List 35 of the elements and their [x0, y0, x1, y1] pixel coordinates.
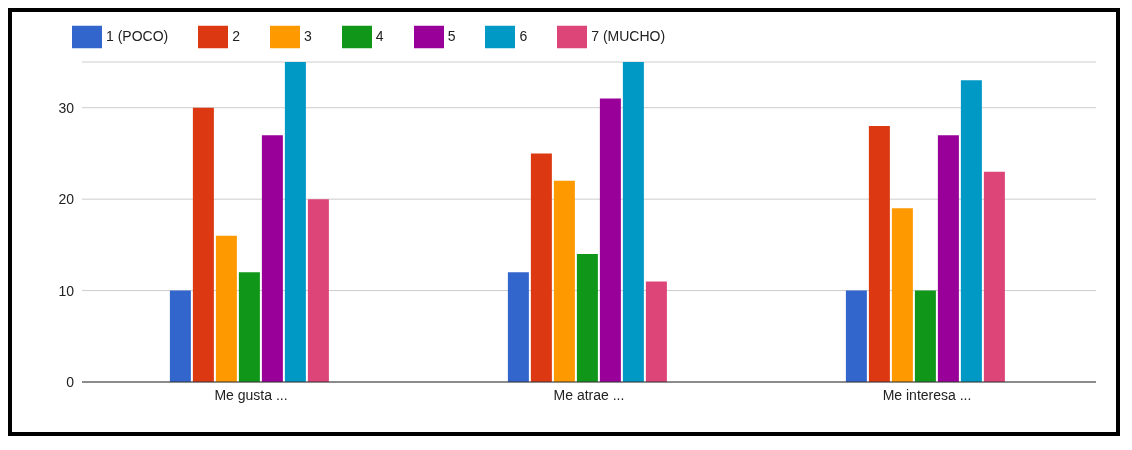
y-tick-label: 10	[58, 282, 75, 299]
y-tick-label: 20	[58, 191, 75, 208]
bar	[307, 199, 329, 382]
x-tick-label: Me interesa ...	[882, 386, 972, 403]
bar	[960, 80, 982, 382]
bar	[215, 235, 237, 382]
legend-label: 2	[232, 27, 241, 44]
bar	[891, 208, 913, 382]
x-tick-label: Me atrae ...	[553, 386, 625, 403]
bar	[937, 135, 959, 382]
bar	[983, 171, 1005, 382]
bar	[530, 153, 552, 382]
legend-label: 1 (POCO)	[106, 27, 169, 44]
bar	[284, 62, 306, 382]
bar	[169, 290, 191, 382]
bar	[622, 62, 644, 382]
legend-label: 3	[304, 27, 312, 44]
bar	[238, 272, 260, 382]
bar	[507, 272, 529, 382]
bar	[576, 254, 598, 382]
y-tick-label: 30	[58, 99, 75, 116]
bar	[553, 180, 575, 382]
bar	[261, 135, 283, 382]
legend-label: 7 (MUCHO)	[591, 27, 666, 44]
y-tick-label: 0	[66, 373, 75, 390]
bar	[599, 98, 621, 382]
bar	[845, 290, 867, 382]
legend-label: 4	[375, 27, 384, 44]
x-tick-label: Me gusta ...	[214, 386, 288, 403]
legend-label: 6	[519, 27, 528, 44]
bar	[645, 281, 667, 382]
legend-label: 5	[447, 27, 456, 44]
bar	[914, 290, 936, 382]
bar	[868, 126, 890, 382]
bar	[192, 107, 214, 382]
